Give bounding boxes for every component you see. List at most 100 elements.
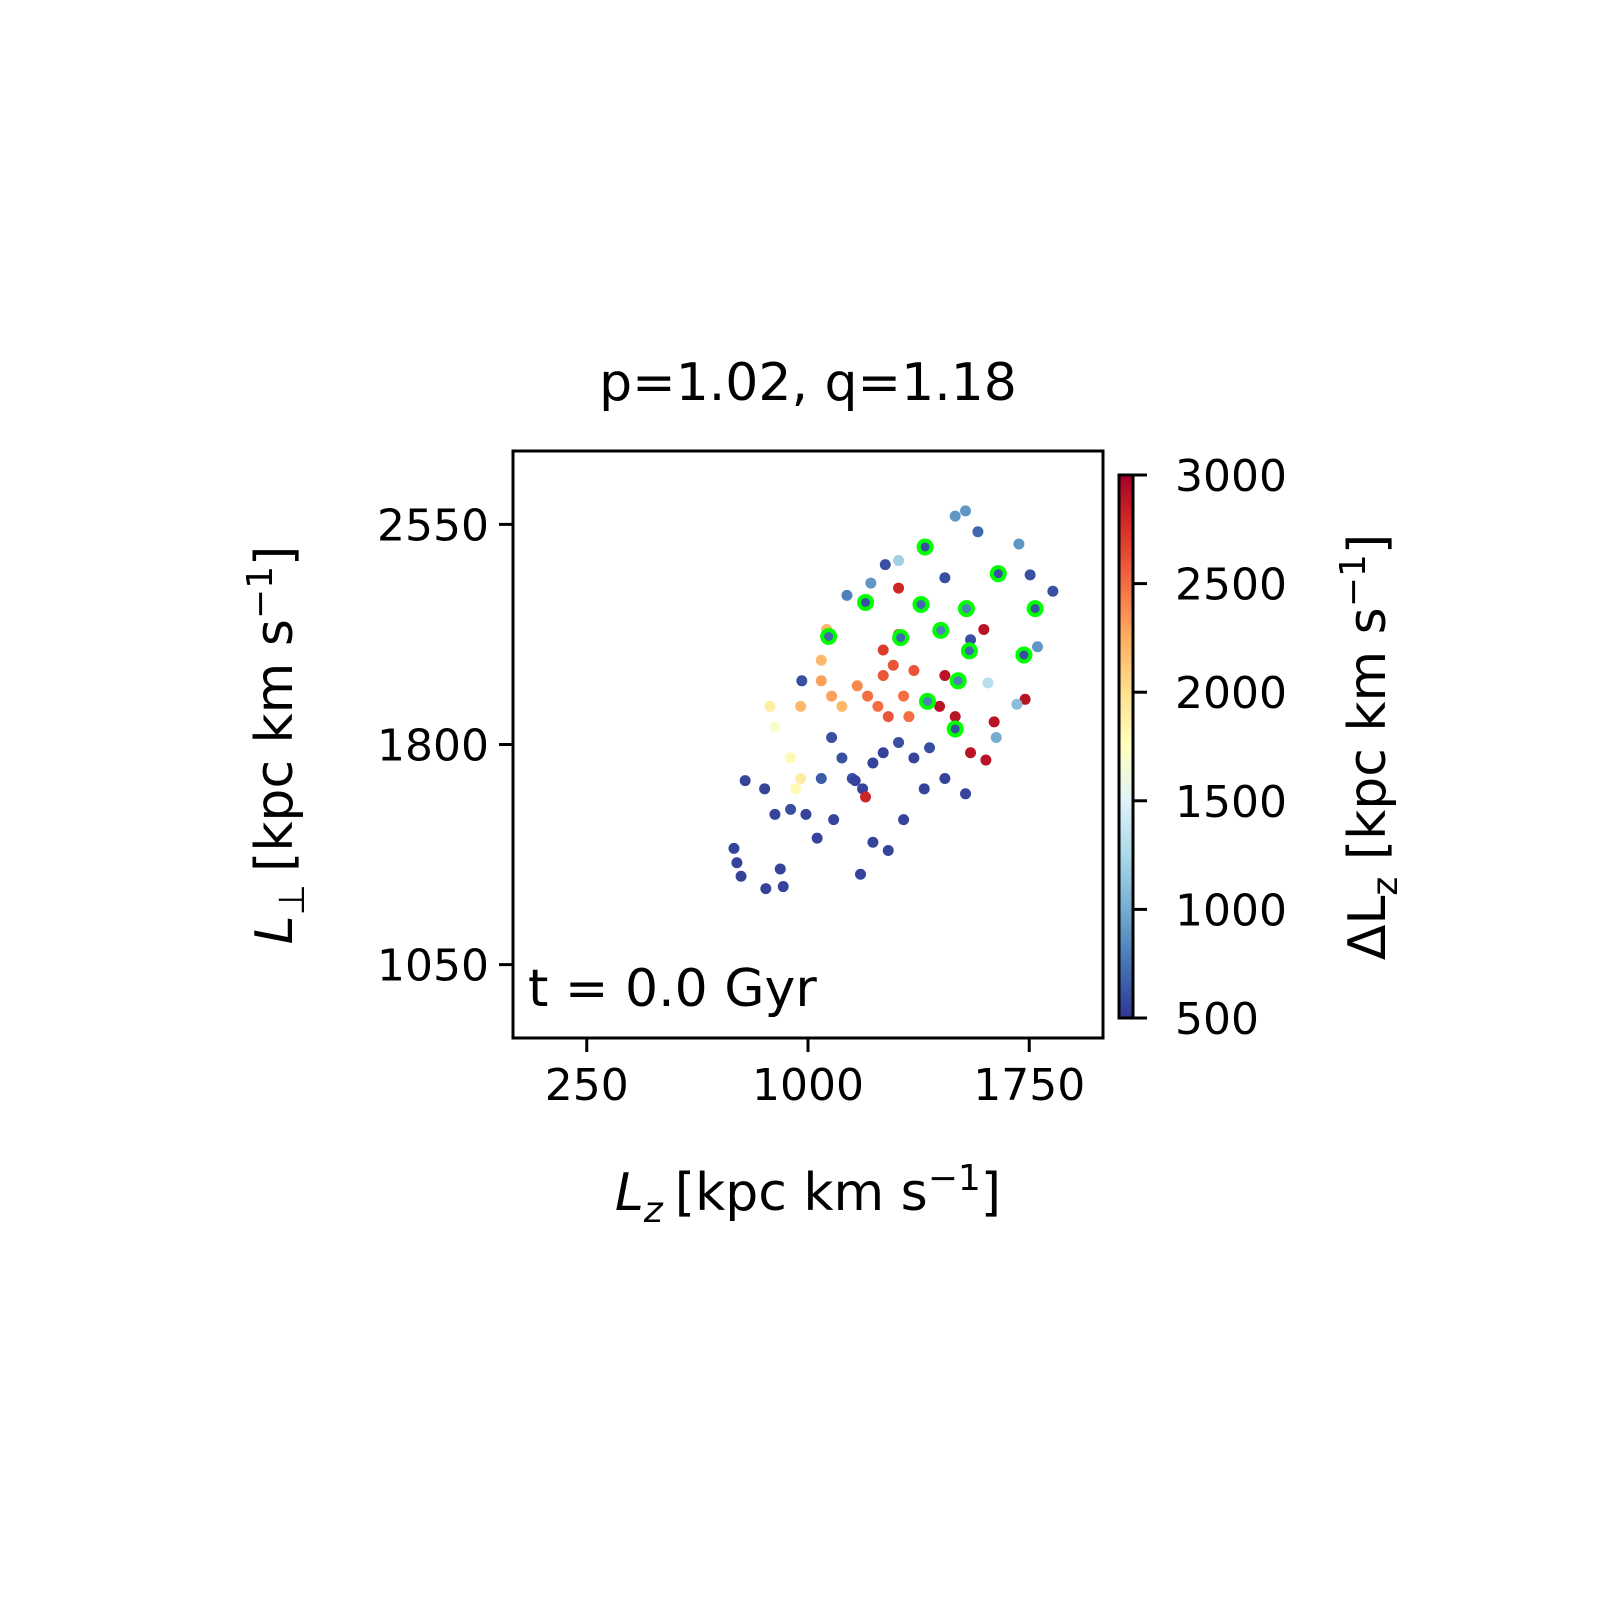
point [965, 634, 977, 646]
point [982, 677, 994, 689]
y-label-close: ] [245, 546, 305, 566]
point [790, 783, 802, 795]
point [972, 526, 984, 538]
colorbar-tick-label: 2500 [1175, 560, 1287, 611]
point [872, 700, 884, 712]
point [877, 747, 889, 759]
point [893, 554, 905, 566]
point [1024, 569, 1036, 581]
point [978, 623, 990, 635]
point [867, 757, 879, 769]
y-tick-label: 2550 [377, 500, 489, 551]
x-label-close: ] [981, 1163, 1001, 1223]
cbar-label-unit: [kpc km s [1338, 607, 1398, 876]
point [777, 881, 789, 893]
point [820, 627, 838, 645]
colorbar [1117, 473, 1135, 1020]
y-label-symbol: L [245, 915, 305, 944]
point [785, 752, 797, 764]
point [965, 747, 977, 759]
point [916, 538, 934, 556]
point [990, 731, 1002, 743]
point [908, 665, 920, 677]
x-axis-label: Lz [kpc km s−1] [615, 1158, 1001, 1231]
colorbar-tick-label: 1000 [1175, 885, 1287, 936]
point [882, 844, 894, 856]
point [760, 883, 772, 895]
point [774, 863, 786, 875]
point [898, 814, 910, 826]
y-tick-label: 1050 [377, 941, 489, 992]
annotation: t = 0.0 Gyr [528, 959, 817, 1019]
axes-frame [511, 449, 1105, 1040]
point [1013, 538, 1025, 550]
point [934, 700, 946, 712]
plot-area [728, 505, 1059, 895]
point [769, 721, 781, 733]
point [960, 505, 972, 517]
chart-title: p=1.02, q=1.18 [599, 353, 1017, 413]
point [946, 720, 964, 738]
point [898, 690, 910, 702]
point [836, 752, 848, 764]
point [849, 775, 861, 787]
point [1032, 641, 1044, 653]
point [828, 814, 840, 826]
point [759, 783, 771, 795]
point [918, 783, 930, 795]
point [932, 621, 950, 639]
point [949, 711, 961, 723]
point [957, 600, 975, 618]
point [815, 654, 827, 666]
cbar-label-symbol: ΔL [1338, 896, 1398, 961]
point [865, 577, 877, 589]
point [860, 791, 872, 803]
point [857, 593, 875, 611]
cbar-label-subscript: z [1365, 877, 1406, 896]
point [728, 842, 740, 854]
point [826, 690, 838, 702]
y-label-exponent: −1 [240, 566, 281, 619]
point [939, 773, 951, 785]
point [989, 565, 1007, 583]
y-label-subscript: ⊥ [272, 884, 313, 915]
point [960, 642, 978, 660]
point [862, 690, 874, 702]
point [731, 857, 743, 869]
point [887, 659, 899, 671]
point [949, 510, 961, 522]
point [1015, 646, 1033, 664]
point [836, 700, 848, 712]
point [795, 700, 807, 712]
point [879, 559, 891, 571]
point [811, 832, 823, 844]
x-label-symbol: L [615, 1163, 644, 1223]
point [1011, 698, 1023, 710]
cbar-label-exponent: −1 [1333, 554, 1374, 607]
y-axis-label: L⊥ [kpc km s−1] [240, 546, 313, 945]
colorbar-tick-label: 2000 [1175, 668, 1287, 719]
point [949, 672, 967, 690]
point [980, 754, 992, 766]
point [903, 711, 915, 723]
point [1047, 585, 1059, 597]
point [1026, 600, 1044, 618]
point [960, 788, 972, 800]
point [769, 808, 781, 820]
point [735, 870, 747, 882]
colorbar-label: ΔLz [kpc km s−1] [1333, 534, 1406, 960]
point [877, 644, 889, 656]
y-label-unit: [kpc km s [245, 619, 305, 872]
point [826, 731, 838, 743]
point [918, 692, 936, 710]
point [988, 716, 1000, 728]
point [851, 680, 863, 692]
point [815, 773, 827, 785]
colorbar-tick-label: 1500 [1175, 777, 1287, 828]
colorbar-tick-label: 3000 [1175, 451, 1287, 502]
point [815, 675, 827, 687]
point [939, 572, 951, 584]
point [867, 836, 879, 848]
point [739, 775, 751, 787]
point [764, 700, 776, 712]
